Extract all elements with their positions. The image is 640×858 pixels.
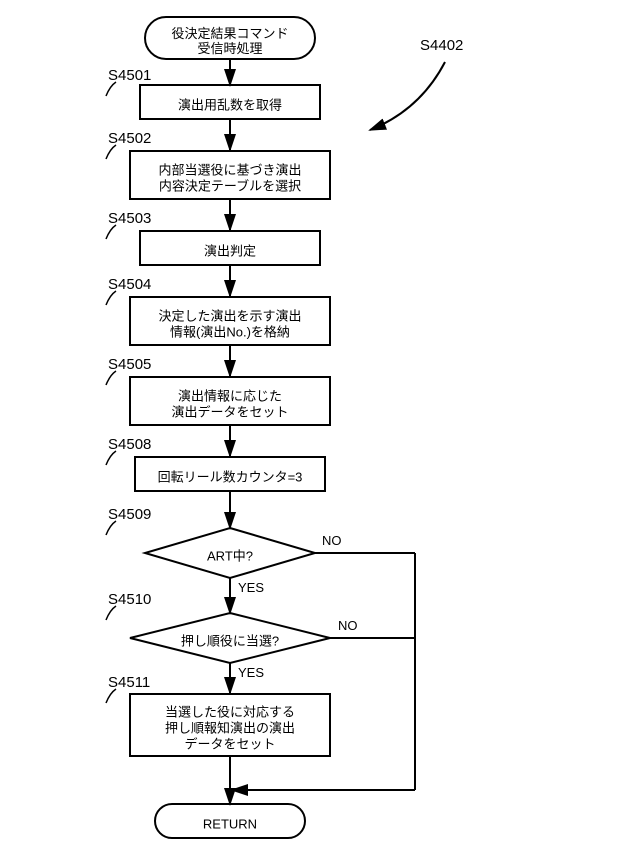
label-s4508-tail [106,451,116,465]
svg-text:演出判定: 演出判定 [204,243,256,258]
svg-text:内部当選役に基づき演出: 内部当選役に基づき演出 [158,162,301,177]
label-s4511-tail [106,689,116,703]
label-s4509-tail [106,521,116,535]
svg-text:NO: NO [322,533,342,548]
svg-text:回転リール数カウンタ=3: 回転リール数カウンタ=3 [158,469,303,484]
label-s4502-tail [106,145,116,159]
svg-text:演出情報に応じた: 演出情報に応じた [178,388,282,403]
label-s4511: S4511 [108,674,150,691]
label-s4510-tail [106,606,116,620]
svg-text:押し順報知演出の演出: 押し順報知演出の演出 [165,720,295,735]
pointer-arrow [370,62,445,130]
svg-text:YES: YES [238,665,264,680]
label-s4504-tail [106,291,116,305]
label-s4504: S4504 [108,276,151,293]
svg-text:役決定結果コマンド: 役決定結果コマンド [171,26,288,41]
label-s4503-tail [106,225,116,239]
svg-text:NO: NO [338,618,358,633]
svg-text:ART中?: ART中? [207,548,253,563]
label-s4509: S4509 [108,506,151,523]
label-s4510: S4510 [108,591,151,608]
svg-text:内容決定テーブルを選択: 内容決定テーブルを選択 [159,178,301,193]
pointer-label-s4402: S4402 [420,37,463,54]
svg-text:演出データをセット: 演出データをセット [171,404,288,419]
svg-text:当選した役に対応する: 当選した役に対応する [165,704,295,719]
svg-text:RETURN: RETURN [203,816,257,831]
svg-text:受信時処理: 受信時処理 [197,41,262,56]
svg-text:情報(演出No.)を格納: 情報(演出No.)を格納 [170,324,290,339]
svg-text:押し順役に当選?: 押し順役に当選? [181,633,279,648]
label-s4505: S4505 [108,356,151,373]
flowchart: 役決定結果コマンド受信時処理演出用乱数を取得 S4501 内部当選役に基づき演出内容… [0,0,640,858]
label-s4508: S4508 [108,436,151,453]
label-s4503: S4503 [108,210,151,227]
svg-text:決定した演出を示す演出: 決定した演出を示す演出 [158,308,301,323]
svg-text:YES: YES [238,580,264,595]
label-s4501: S4501 [108,67,151,84]
svg-text:演出用乱数を取得: 演出用乱数を取得 [178,97,282,112]
label-s4502: S4502 [108,130,151,147]
label-s4505-tail [106,371,116,385]
label-s4501-tail [106,82,116,96]
svg-text:データをセット: データをセット [184,736,275,751]
